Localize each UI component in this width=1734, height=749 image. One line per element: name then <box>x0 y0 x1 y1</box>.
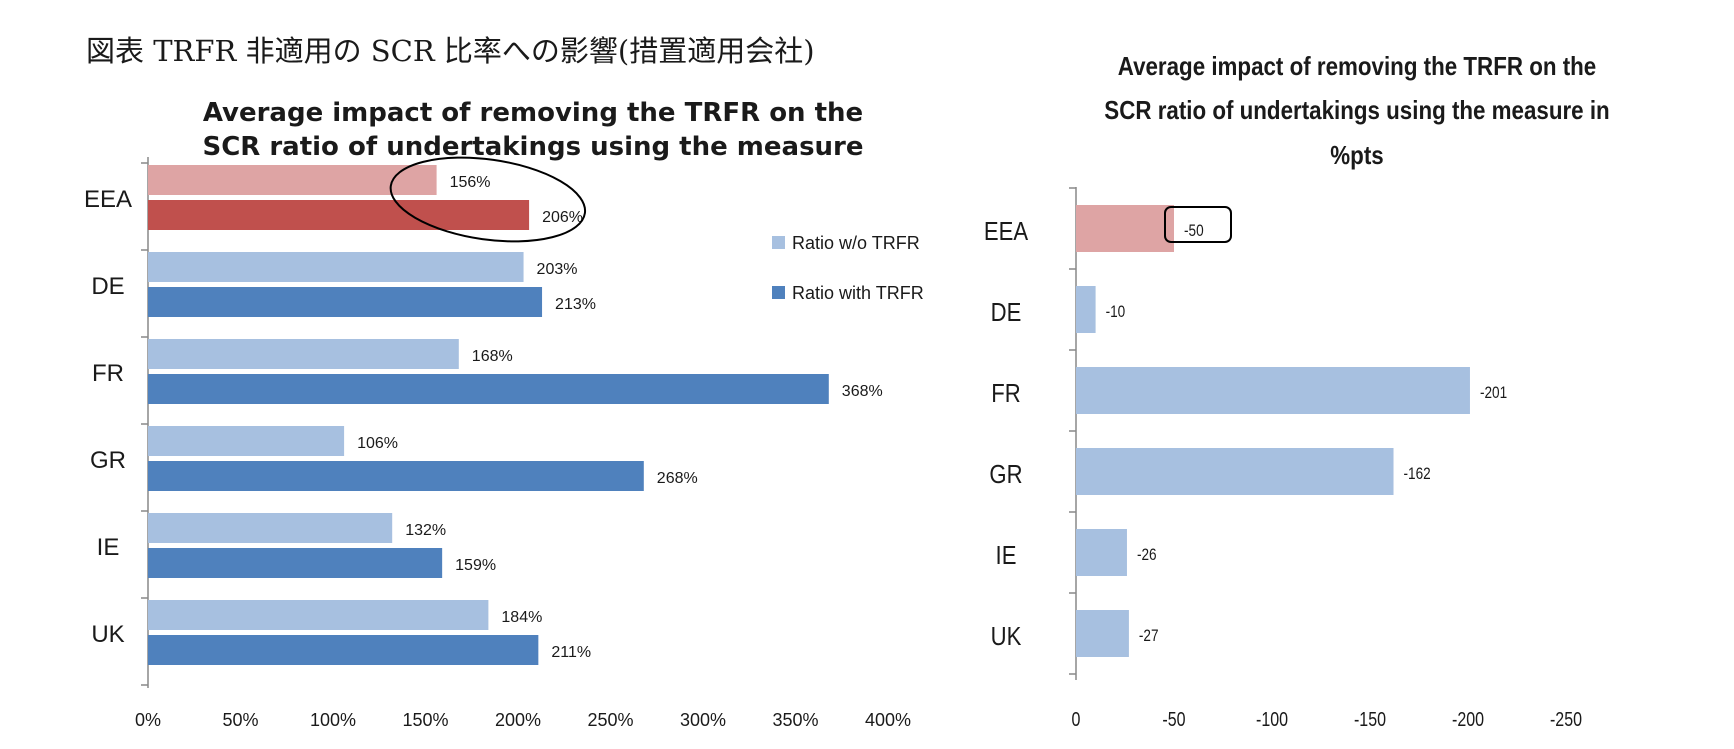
chart2-value-label: -27 <box>1139 627 1159 646</box>
chart2-category-label: IE <box>996 541 1017 570</box>
chart1-bar <box>148 339 459 369</box>
chart2-category-label: UK <box>991 622 1022 651</box>
chart2-bar <box>1076 286 1096 333</box>
chart2-x-tick-label: -50 <box>1162 708 1185 730</box>
chart1-bar <box>148 426 345 456</box>
chart1-x-tick-label: 400% <box>865 710 911 730</box>
chart1-category-label: IE <box>97 534 120 561</box>
chart1-x-tick-label: 200% <box>495 710 541 730</box>
chart1-x-tick-label: 0% <box>135 710 161 730</box>
chart1-legend-label: Ratio with TRFR <box>792 283 924 303</box>
chart2-value-label: -10 <box>1106 303 1126 322</box>
chart1-bar <box>148 513 393 543</box>
chart2-value-label: -201 <box>1480 384 1507 403</box>
chart1-value-label: 213% <box>555 296 596 313</box>
chart2-x-tick-label: -150 <box>1354 708 1386 730</box>
chart1-legend-swatch <box>772 236 785 249</box>
chart1-x-tick-label: 150% <box>402 710 448 730</box>
chart1-value-label: 211% <box>551 644 591 661</box>
chart1-bar <box>148 548 443 578</box>
chart1-legend-swatch <box>772 286 785 299</box>
chart2-bar <box>1076 205 1174 252</box>
chart1-category-label: EEA <box>84 186 132 213</box>
chart1-x-tick-label: 50% <box>222 710 258 730</box>
chart2-annotation-box <box>1164 206 1232 243</box>
chart1-bar <box>148 461 644 491</box>
chart2-bar <box>1076 367 1470 414</box>
chart1-value-label: 368% <box>842 383 883 400</box>
chart2-value-label: -26 <box>1137 546 1157 565</box>
chart1-value-label: 106% <box>357 435 398 452</box>
chart1-bar <box>148 200 530 230</box>
chart2-bar <box>1076 448 1394 495</box>
chart2-value-label: -162 <box>1404 465 1431 484</box>
chart2-bar <box>1076 610 1129 657</box>
chart1-category-label: FR <box>92 360 124 387</box>
chart1-title-line: SCR ratio of undertakings using the meas… <box>202 132 863 162</box>
chart1-value-label: 268% <box>657 470 698 487</box>
chart1-value-label: 184% <box>501 609 542 626</box>
chart2-category-label: EEA <box>984 217 1029 246</box>
chart1-bar <box>148 165 437 195</box>
chart1-value-label: 156% <box>450 174 491 191</box>
chart2-category-label: FR <box>991 379 1020 408</box>
chart1-bar <box>148 600 489 630</box>
chart1-x-tick-label: 100% <box>310 710 356 730</box>
chart1-value-label: 206% <box>542 209 583 226</box>
chart2-value-label: -50 <box>1184 222 1204 241</box>
chart1-bar <box>148 252 524 282</box>
chart1-value-label: 159% <box>455 557 496 574</box>
chart1-value-label: 203% <box>537 261 578 278</box>
chart2-category-label: GR <box>989 460 1022 489</box>
figure-title: 図表 TRFR 非適用の SCR 比率への影響(措置適用会社) <box>86 34 815 68</box>
chart1-title-line: Average impact of removing the TRFR on t… <box>203 98 863 128</box>
chart1-annotation-ellipse <box>389 156 587 243</box>
chart1-x-tick-label: 350% <box>772 710 818 730</box>
chart2-title-line: %pts <box>1330 141 1383 170</box>
chart1-category-label: UK <box>91 621 124 648</box>
chart2-x-tick-label: -100 <box>1256 708 1288 730</box>
chart1-value-label: 132% <box>405 522 446 539</box>
chart1-category-label: GR <box>90 447 126 474</box>
chart1-x-tick-label: 250% <box>587 710 633 730</box>
chart2-x-tick-label: 0 <box>1072 708 1081 730</box>
chart2-title-line: SCR ratio of undertakings using the meas… <box>1104 96 1609 125</box>
chart2-title-line: Average impact of removing the TRFR on t… <box>1118 52 1596 81</box>
chart1-bar <box>148 374 829 404</box>
chart2-x-tick-label: -200 <box>1452 708 1484 730</box>
chart2-bar <box>1076 529 1127 576</box>
chart1-legend-label: Ratio w/o TRFR <box>792 233 920 253</box>
chart1-value-label: 168% <box>472 348 513 365</box>
chart2-category-label: DE <box>991 298 1022 327</box>
chart1-bar <box>148 635 539 665</box>
chart2-x-tick-label: -250 <box>1550 708 1582 730</box>
chart1-x-tick-label: 300% <box>680 710 726 730</box>
chart1-bar <box>148 287 543 317</box>
chart1-category-label: DE <box>91 273 124 300</box>
